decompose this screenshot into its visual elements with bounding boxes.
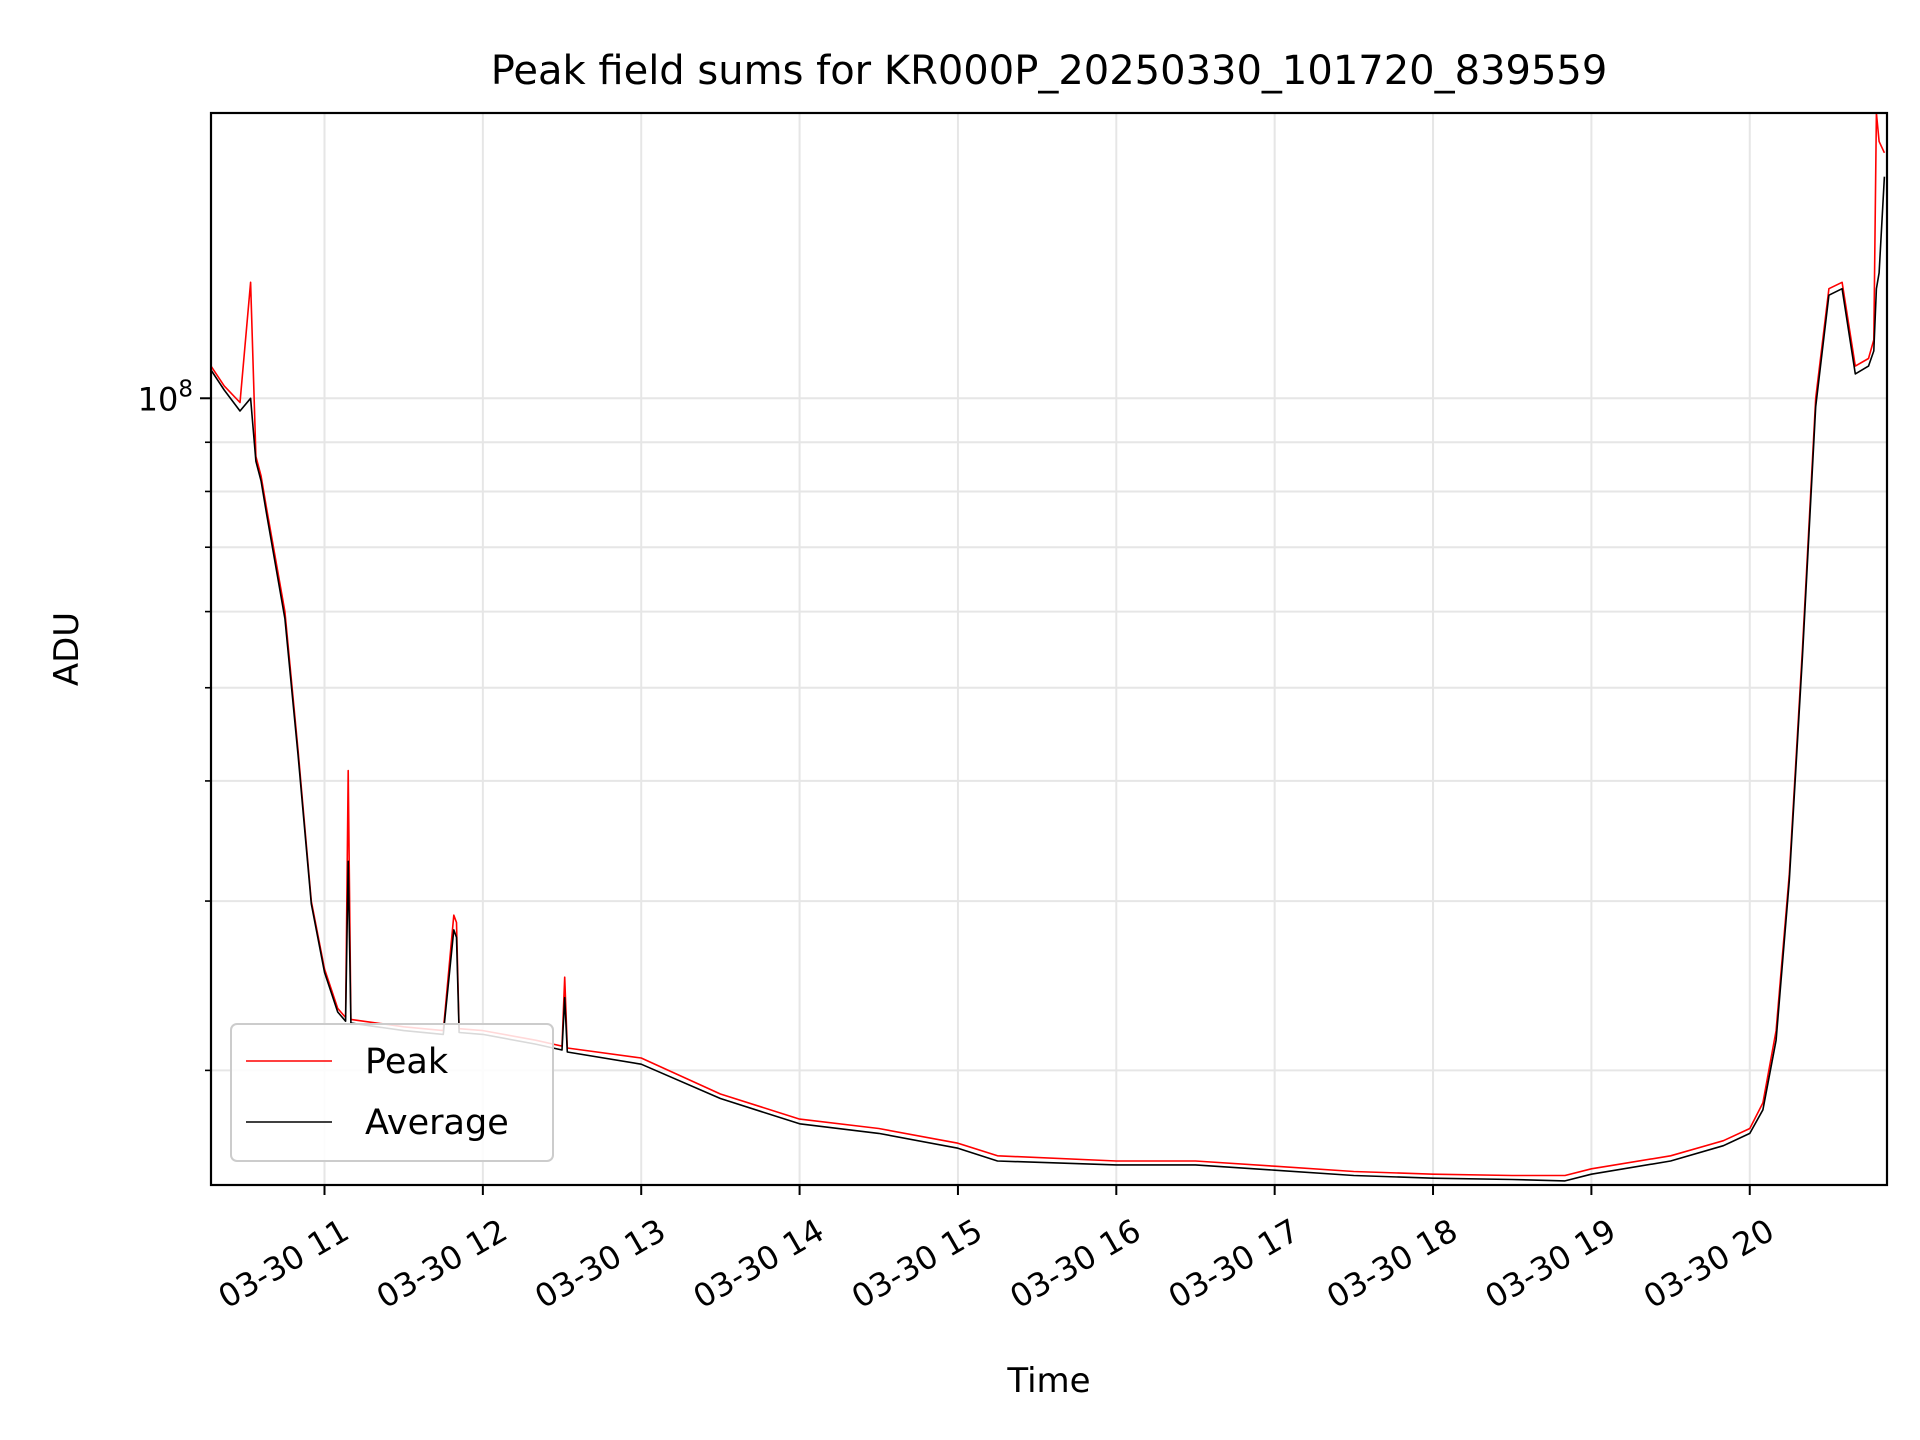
legend: Peak Average xyxy=(230,1023,554,1162)
plot-frame xyxy=(209,111,1889,1187)
y-axis-ticks: 108 xyxy=(138,376,211,1072)
y-axis-label: ADU xyxy=(47,612,87,686)
legend-box xyxy=(230,1023,554,1162)
chart-title: Peak field sums for KR000P_20250330_1017… xyxy=(491,48,1608,94)
legend-peak-label: Peak xyxy=(365,1042,449,1082)
y-tick-label: 108 xyxy=(138,376,193,418)
x-axis-label: Time xyxy=(1006,1361,1090,1401)
gridlines xyxy=(211,113,1887,1185)
legend-average-label: Average xyxy=(365,1103,509,1143)
series-lines xyxy=(210,112,1886,1182)
series-line-average xyxy=(210,176,1886,1182)
